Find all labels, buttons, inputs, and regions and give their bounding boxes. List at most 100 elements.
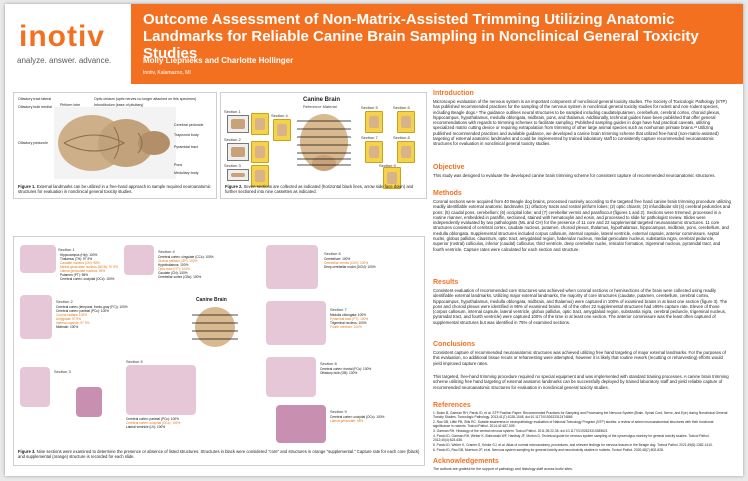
label-olf-tract: Olfactory tract lateral [18, 97, 52, 101]
fig3-list-1: Hippocampus (HIp): 100% Thalamus (TH): 9… [60, 253, 118, 281]
s2-item: Cerebral cortex (temporal, fronto-gray (… [56, 305, 128, 309]
cassette-8 [397, 141, 415, 163]
fig3-list-4: Cerebral cortex: cingulate (CCc): 100% G… [158, 255, 213, 279]
fig2-section-3: Section 3 [224, 163, 241, 168]
fig3-section-8: Section 8 [320, 361, 337, 366]
s5-item: Cerebral cortex: parietal (PCc): 100% [126, 417, 179, 421]
s1-item: Lateral geniculate nucleus: 95% [60, 269, 106, 273]
label-olf-bulb: Olfactory bulb medial [18, 105, 52, 109]
fig3-section-4: Section 4 [158, 249, 175, 254]
s7-item: Trigeminal nucleus: 100% [330, 321, 367, 325]
s6-item: Cerebellum: 100% [324, 257, 351, 261]
reference-item: 6. Pardo ID, Rao DB, Morrison JP, et al.… [433, 447, 664, 452]
s4-item: Optic tract (OT): 100% [158, 267, 190, 271]
poster-title: Outcome Assessment of Non-Matrix-Assiste… [143, 11, 699, 62]
figure-2: Canine Brain Reference Material Section … [220, 92, 427, 199]
s7-item: Pyramidal tract (PT): 100% [330, 317, 369, 321]
s6-item: Deep cerebellar nuclei (DCN): 100% [324, 265, 376, 269]
s5-item: Cerebral cortex: occipital (OCc): 100% [126, 421, 181, 425]
reference-item: 3. Garman RH. Histology of the central n… [433, 429, 608, 433]
s4-item: Cerebral cortex: cingulate (CCc): 100% [158, 255, 214, 259]
methods-heading: Methods [433, 190, 462, 197]
figure-2-label: Figure 2. [225, 184, 243, 189]
label-olf-peduncle: Olfactory peduncle [18, 141, 48, 145]
figure-1-text: External landmarks can be utilized in a … [18, 184, 211, 194]
references-list: 1. Bolon B, Garman RH, Pardo ID, et al. … [433, 411, 731, 452]
fig2-section-8: Section 8 [393, 135, 410, 140]
cassette-1 [251, 113, 269, 135]
fig2-slab-1 [227, 115, 249, 133]
label-piriform: Piriform lobe [60, 103, 81, 107]
fig3-list-6: Cerebellum: 100% Cerebellar vermis (CbV)… [324, 257, 376, 269]
acknowledgements-heading: Acknowledgements [433, 458, 499, 465]
slide-section-3 [20, 367, 50, 407]
figure-3-text: Nine sections were examined to determine… [18, 449, 420, 459]
label-medulla: Medullary body [174, 171, 199, 175]
fig2-section-6: Section 6 [393, 105, 410, 110]
s1-item: Medial geniculate nucleus (MGN): 97.9% [60, 265, 118, 269]
slide-section-1 [20, 245, 56, 273]
s8-item: Cerebral cortex: frontal (FCc): 100% [320, 367, 372, 371]
slide-section-7 [266, 301, 326, 345]
objective-heading: Objective [433, 164, 465, 171]
logo-tagline: analyze. answer. advance. [17, 56, 112, 65]
s2-item: Amygdala: 97.9% [56, 317, 81, 321]
inotiv-logo: inotiv [19, 20, 105, 53]
s9-item: Cerebral cortex: occipital (OCc): 100% [330, 415, 385, 419]
s4-item: Caudate (CN): 100% [158, 271, 188, 275]
slide-section-4 [124, 245, 154, 275]
s7-item: Medulla oblongata: 100% [330, 313, 366, 317]
cassette-6 [397, 111, 415, 133]
figure-2-title: Canine Brain [303, 97, 341, 103]
fig2-section-4: Section 4 [271, 113, 288, 118]
label-optic-chiasm: Optic chiasm (optic nerves no longer att… [94, 97, 197, 101]
slide-section-5 [126, 365, 196, 415]
label-trapezoid: Trapezoid body [174, 133, 199, 137]
poster: inotiv analyze. answer. advance. Outcome… [5, 4, 743, 476]
label-infundibulum: Infundibulum (base of pituitary) [94, 103, 144, 107]
s7-item: Fourth ventricle: 100% [330, 325, 362, 329]
s4-item: Globus pallidus (GP): 100% [158, 259, 198, 263]
reference-item: 4. Pardo ID, Garman RH, Weber K, Bobrows… [433, 433, 710, 442]
cassette-3 [251, 165, 269, 187]
reference-item: 5. Pardo ID, Weber K, Cramer S, Krinke G… [433, 442, 713, 447]
fig3-section-2: Section 2 [56, 299, 73, 304]
objective-text: This study was designed to evaluate the … [433, 173, 716, 178]
reference-item: 1. Bolon B, Garman RH, Pardo ID, et al. … [433, 411, 728, 420]
slide-section-2 [20, 295, 52, 339]
cassette-9 [383, 167, 401, 189]
fig2-section-2: Section 2 [224, 137, 241, 142]
figure-1-label: Figure 1. [18, 184, 36, 189]
figure-3: Section 1 Hippocampus (HIp): 100% Thalam… [13, 236, 425, 466]
introduction-heading: Introduction [433, 90, 474, 97]
s9-item: Lateral geniculate: 98% [330, 419, 364, 423]
authors: Molly Liepnieks and Charlotte Hollinger [143, 56, 294, 65]
label-pyramidal: Pyramidal tract [174, 145, 198, 149]
text-column: Introduction Microscopic evaluation of t… [433, 90, 733, 474]
s1-item: Caudate nucleus (CN): 98% [60, 261, 100, 265]
canine-brain-diagram [293, 111, 355, 173]
cassette-5 [365, 111, 383, 133]
results-heading: Results [433, 279, 459, 286]
fig3-list-2: Cerebral cortex (temporal, fronto-gray (… [56, 305, 128, 329]
fig2-section-7: Section 7 [361, 135, 378, 140]
s2-item: Cerebral cortex: parietal (PCc): 100% [56, 309, 109, 313]
fig3-section-6: Section 6 [324, 251, 341, 256]
reference-item: 2. Rao DB, Little PB, Sills RC. Subsite … [433, 420, 714, 429]
s4-item: Cerebellar cortex (CBc): 100% [158, 275, 202, 279]
s4-item: Hypothalamus: 100% [158, 263, 189, 267]
s1-item: Cerebral cortex: occipital (OCc): 100% [60, 277, 115, 281]
methods-text: Coronal sections were acquired from 40 B… [433, 199, 731, 252]
s2-item: Midbrain: 100% [56, 325, 79, 329]
acknowledgements-text: The authors are grateful for the support… [433, 467, 573, 471]
fig2-section-9: Section 9 [379, 163, 396, 168]
figure-2-caption: Figure 2. Seven sections are collected a… [225, 184, 423, 194]
fig3-list-5: Cerebral cortex: parietal (PCc): 100% Ce… [126, 417, 180, 429]
fig2-slab-2 [227, 143, 249, 161]
fig2-slab-3 [227, 169, 249, 181]
introduction-text: Microscopic evaluation of the nervous sy… [433, 99, 727, 147]
brain-ventral-photo [54, 107, 176, 179]
label-pons: Pons [174, 163, 183, 167]
fig3-section-3: Section 3 [54, 369, 71, 374]
fig3-list-9: Cerebral cortex: occipital (OCc): 100% L… [330, 415, 384, 423]
